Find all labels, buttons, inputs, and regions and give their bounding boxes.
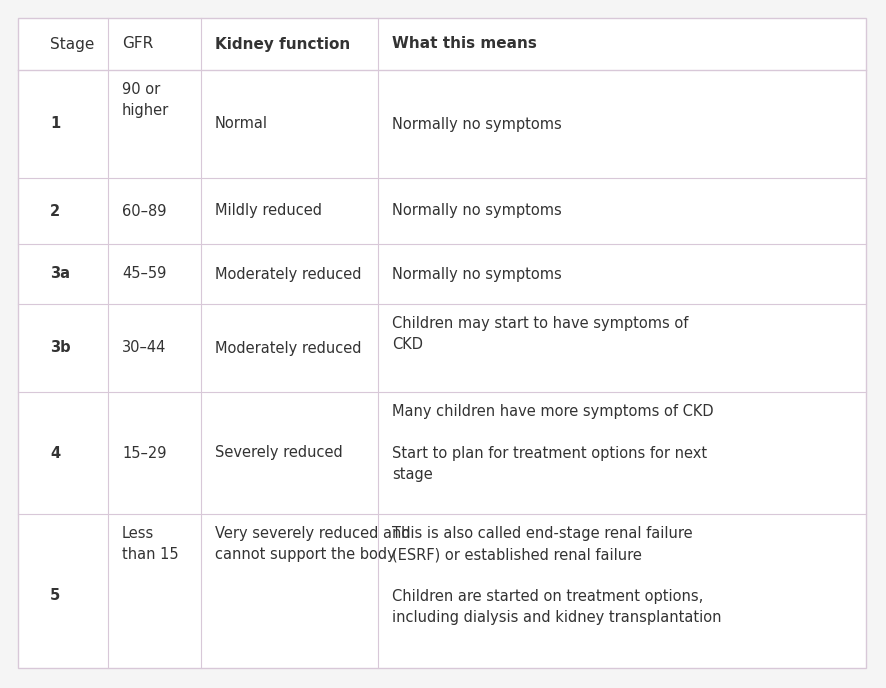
Text: Moderately reduced: Moderately reduced bbox=[215, 341, 361, 356]
Text: 1: 1 bbox=[50, 116, 60, 131]
Text: Less
than 15: Less than 15 bbox=[122, 526, 179, 562]
Text: 45–59: 45–59 bbox=[122, 266, 167, 281]
Text: Normal: Normal bbox=[215, 116, 268, 131]
Text: Kidney function: Kidney function bbox=[215, 36, 350, 52]
Text: 15–29: 15–29 bbox=[122, 446, 167, 460]
Text: 3a: 3a bbox=[50, 266, 70, 281]
Text: 3b: 3b bbox=[50, 341, 71, 356]
Text: Mildly reduced: Mildly reduced bbox=[215, 204, 322, 219]
Text: Normally no symptoms: Normally no symptoms bbox=[392, 204, 562, 219]
Text: Children may start to have symptoms of
CKD: Children may start to have symptoms of C… bbox=[392, 316, 688, 352]
Text: 60–89: 60–89 bbox=[122, 204, 167, 219]
Text: 2: 2 bbox=[50, 204, 60, 219]
Text: Moderately reduced: Moderately reduced bbox=[215, 266, 361, 281]
Text: 90 or
higher: 90 or higher bbox=[122, 82, 169, 118]
Text: 30–44: 30–44 bbox=[122, 341, 167, 356]
Text: This is also called end-stage renal failure
(ESRF) or established renal failure
: This is also called end-stage renal fail… bbox=[392, 526, 721, 625]
Text: Very severely reduced and
cannot support the body: Very severely reduced and cannot support… bbox=[215, 526, 410, 562]
Text: Many children have more symptoms of CKD

Start to plan for treatment options for: Many children have more symptoms of CKD … bbox=[392, 404, 713, 482]
Text: GFR: GFR bbox=[122, 36, 153, 52]
Text: Normally no symptoms: Normally no symptoms bbox=[392, 116, 562, 131]
Text: Stage: Stage bbox=[50, 36, 95, 52]
Text: Severely reduced: Severely reduced bbox=[215, 446, 343, 460]
Text: 5: 5 bbox=[50, 588, 60, 603]
Text: Normally no symptoms: Normally no symptoms bbox=[392, 266, 562, 281]
Text: 4: 4 bbox=[50, 446, 60, 460]
Text: What this means: What this means bbox=[392, 36, 537, 52]
